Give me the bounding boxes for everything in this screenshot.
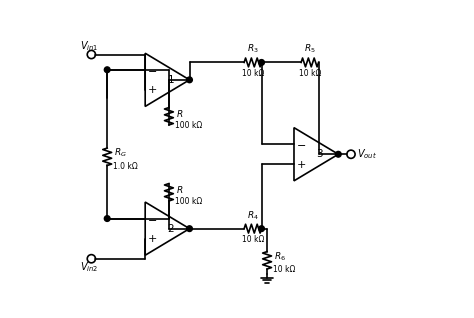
Circle shape	[187, 77, 192, 83]
Text: $R_5$: $R_5$	[304, 43, 316, 55]
Text: 10 kΩ: 10 kΩ	[242, 69, 264, 78]
Text: $V_{in2}$: $V_{in2}$	[80, 260, 99, 274]
Text: 10 kΩ: 10 kΩ	[299, 69, 321, 78]
Circle shape	[104, 67, 110, 73]
Text: $-$: $-$	[147, 65, 157, 75]
Circle shape	[187, 226, 192, 232]
Text: $R$: $R$	[176, 107, 183, 119]
Text: $-$: $-$	[147, 214, 157, 224]
Text: $R$: $R$	[176, 183, 183, 195]
Text: $+$: $+$	[296, 159, 306, 170]
Text: 3: 3	[316, 149, 323, 159]
Text: $R_G$: $R_G$	[114, 147, 127, 159]
Circle shape	[336, 151, 341, 157]
Text: $R_6$: $R_6$	[274, 251, 286, 263]
Circle shape	[259, 226, 264, 232]
Text: 1: 1	[168, 75, 174, 85]
Text: $V_{in1}$: $V_{in1}$	[80, 39, 99, 53]
Text: $+$: $+$	[147, 233, 157, 244]
Text: $-$: $-$	[296, 139, 306, 149]
Text: 100 kΩ: 100 kΩ	[174, 197, 202, 206]
Text: $R_4$: $R_4$	[247, 209, 259, 222]
Circle shape	[259, 59, 264, 65]
Text: $V_{out}$: $V_{out}$	[356, 147, 377, 161]
Text: 1.0 kΩ: 1.0 kΩ	[113, 162, 137, 171]
Circle shape	[104, 216, 110, 221]
Text: 2: 2	[168, 224, 174, 234]
Text: 10 kΩ: 10 kΩ	[273, 265, 295, 274]
Text: $+$: $+$	[147, 85, 157, 95]
Text: 100 kΩ: 100 kΩ	[174, 121, 202, 130]
Text: 10 kΩ: 10 kΩ	[242, 235, 264, 244]
Text: $R_3$: $R_3$	[247, 43, 259, 55]
